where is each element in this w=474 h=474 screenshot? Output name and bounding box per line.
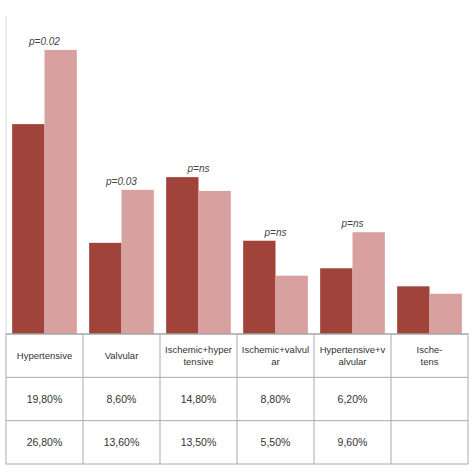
text-line: 13,60% [104, 436, 140, 448]
table-col-line [160, 334, 161, 464]
text-line: 8,80% [261, 393, 291, 405]
y-axis-line [6, 16, 7, 334]
table-value: 19,80% [27, 393, 63, 405]
table-value: 13,50% [181, 436, 217, 448]
table-col-line [83, 334, 84, 464]
table-value: 13,60% [104, 436, 140, 448]
annotation: p=0.03 [105, 176, 137, 187]
table-value: 14,80% [181, 393, 217, 405]
text-line: alvular [339, 356, 367, 367]
table-value: 26,80% [27, 436, 63, 448]
table-value: 6,20% [338, 393, 368, 405]
text-line: 26,80% [27, 436, 63, 448]
text-line: 13,50% [181, 436, 217, 448]
bar [45, 50, 77, 334]
table-value: 5,50% [261, 436, 291, 448]
category-label: Ischemic+hypertensive [165, 344, 232, 366]
text-line: 6,20% [338, 393, 368, 405]
table-value: 9,60% [338, 436, 368, 448]
text-line: 5,50% [261, 436, 291, 448]
background [0, 0, 474, 474]
text-line: Ische- [417, 344, 443, 355]
text-line: Ischemic+hyper [165, 344, 232, 355]
table-col-line [237, 334, 238, 464]
annotation: p=ns [187, 163, 210, 174]
bar [276, 276, 308, 334]
bar [430, 294, 462, 334]
category-label: Hypertensive [17, 350, 72, 361]
table-value: 8,80% [261, 393, 291, 405]
bar [122, 190, 154, 334]
bar [397, 286, 429, 334]
text-line: Hypertensive+v [320, 344, 386, 355]
annotation: p=ns [264, 227, 287, 238]
table-col-line [391, 334, 392, 464]
bar [12, 124, 44, 334]
category-label: Ische-tens [417, 344, 443, 366]
bar [353, 232, 385, 334]
text-line: Ischemic+valvul [242, 344, 309, 355]
category-label: Valvular [105, 350, 139, 361]
annotation: p=ns [341, 218, 364, 229]
bars [12, 50, 462, 334]
table-value: 8,60% [107, 393, 137, 405]
text-line: tensive [183, 356, 213, 367]
table-border [6, 334, 468, 464]
bar [89, 243, 121, 334]
table: Hypertensive Valvular Ischemic+hypertensiv… [6, 334, 468, 464]
table-col-line [314, 334, 315, 464]
bar [243, 241, 275, 334]
text-line: 9,60% [338, 436, 368, 448]
text-line: Hypertensive [17, 350, 72, 361]
text-line: Valvular [105, 350, 139, 361]
text-line: 8,60% [107, 393, 137, 405]
bar [320, 268, 352, 334]
category-label: Ischemic+valvular [242, 344, 309, 366]
bar [166, 177, 198, 334]
bar [199, 191, 231, 334]
chart: p=0.02 p=0.03 p=ns p=ns p=ns Hypertensive Valv… [0, 0, 474, 474]
annotation: p=0.02 [28, 36, 60, 47]
category-label: Hypertensive+valvular [320, 344, 386, 366]
text-line: 14,80% [181, 393, 217, 405]
text-line: tens [421, 356, 439, 367]
text-line: 19,80% [27, 393, 63, 405]
text-line: ar [271, 356, 279, 367]
